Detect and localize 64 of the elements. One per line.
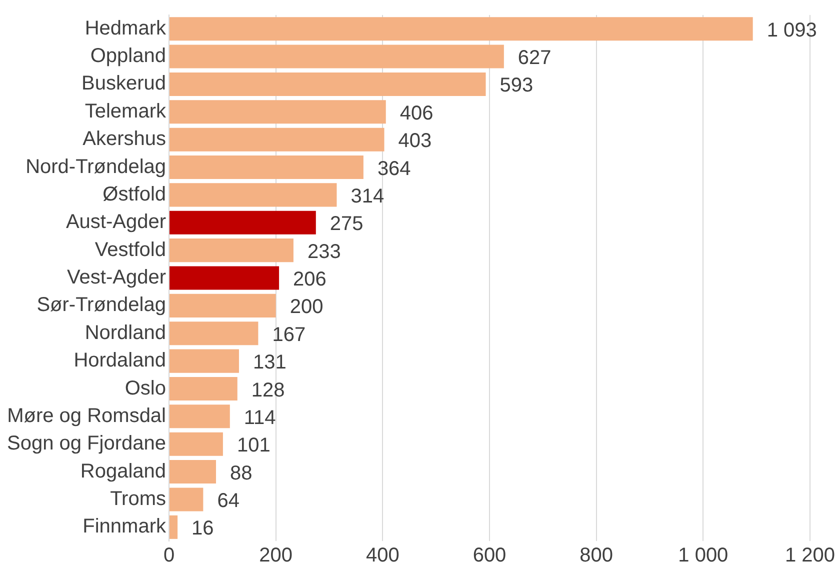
y-tick-label: Vestfold <box>94 238 166 261</box>
bar <box>170 349 239 373</box>
y-tick-label: Sør-Trøndelag <box>36 294 166 316</box>
bar <box>170 210 316 234</box>
bar <box>170 322 258 346</box>
x-tick-label: 0 <box>163 544 175 567</box>
data-label: 206 <box>293 268 326 291</box>
data-label: 131 <box>252 352 286 374</box>
data-label: 16 <box>192 518 214 540</box>
x-tick-label: 1 000 <box>678 544 728 567</box>
bar <box>170 128 384 152</box>
y-tick-label: Østfold <box>102 183 166 206</box>
bar <box>170 460 216 484</box>
y-tick-label: Møre og Romsdal <box>7 404 166 427</box>
data-label: 627 <box>518 47 552 70</box>
bar <box>170 432 223 456</box>
bar <box>170 404 230 428</box>
data-label: 275 <box>330 213 364 236</box>
data-label: 167 <box>272 324 306 346</box>
bar <box>170 156 364 180</box>
y-tick-label: Nordland <box>84 322 166 344</box>
y-tick-label: Buskerud <box>82 72 166 95</box>
y-tick-label: Vest-Agder <box>67 266 166 289</box>
x-tick-label: 800 <box>580 544 614 567</box>
y-tick-label: Hedmark <box>84 17 167 40</box>
data-label: 364 <box>377 158 411 180</box>
data-label: 64 <box>217 490 240 512</box>
bar <box>170 183 337 207</box>
x-tick-label: 200 <box>259 544 293 567</box>
bar <box>170 72 486 96</box>
bar <box>170 100 386 124</box>
y-tick-label: Oppland <box>90 45 166 68</box>
bar <box>170 488 204 512</box>
data-label: 314 <box>350 185 384 208</box>
bar <box>170 266 280 290</box>
y-tick-label: Telemark <box>84 100 167 122</box>
data-label: 114 <box>244 406 276 429</box>
y-tick-label: Hordaland <box>74 350 166 372</box>
data-label: 593 <box>500 74 534 97</box>
data-label: 233 <box>307 240 341 263</box>
bar <box>170 238 294 262</box>
x-tick-label: 400 <box>366 544 400 567</box>
y-tick-label: Rogaland <box>80 460 166 482</box>
bar <box>170 44 504 68</box>
bar <box>170 515 178 539</box>
bar <box>170 294 276 318</box>
y-tick-label: Aust-Agder <box>66 211 166 234</box>
y-tick-label: Oslo <box>124 377 166 400</box>
data-label: 128 <box>251 379 285 402</box>
y-tick-label: Akershus <box>82 128 166 150</box>
y-tick-label: Finnmark <box>82 516 167 538</box>
bar <box>170 376 238 401</box>
y-tick-label: Troms <box>110 488 166 510</box>
data-label: 88 <box>230 462 252 484</box>
data-label: 200 <box>290 296 324 318</box>
y-tick-label: Nord-Trøndelag <box>26 156 166 178</box>
y-tick-label: Sogn og Fjordane <box>6 432 166 455</box>
data-label: 1 093 <box>766 19 817 42</box>
data-label: 406 <box>400 102 434 124</box>
x-tick-label: 1 200 <box>784 544 836 567</box>
data-label: 101 <box>236 434 270 457</box>
bar <box>170 17 753 41</box>
x-tick-label: 600 <box>472 544 506 567</box>
data-label: 403 <box>398 130 432 152</box>
